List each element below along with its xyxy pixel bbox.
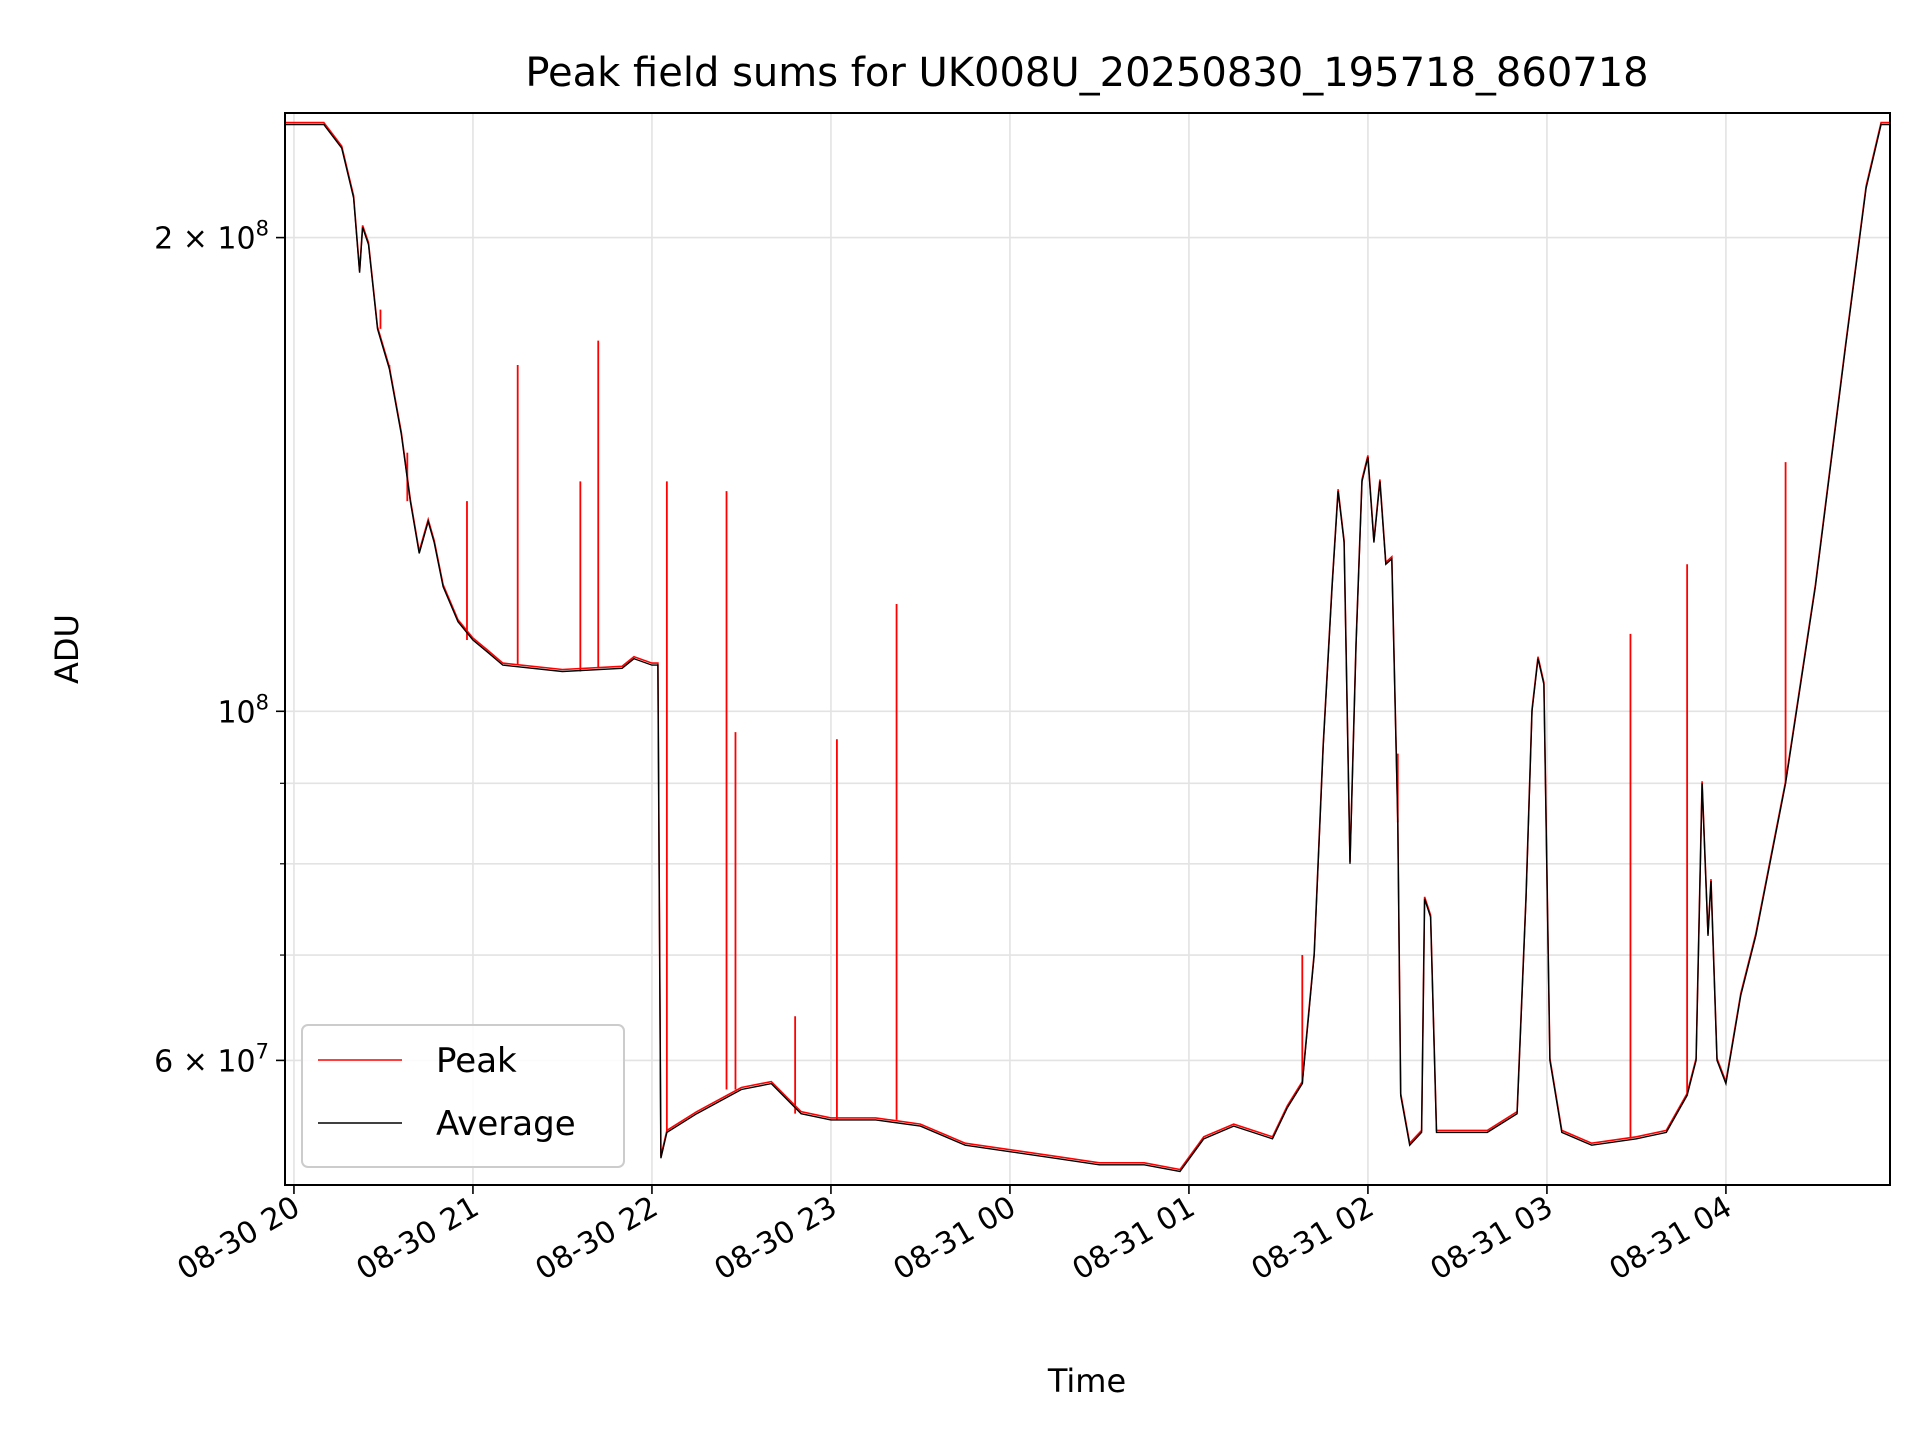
series-line-average bbox=[285, 123, 1890, 1173]
x-tick-label: 08-30 20 bbox=[172, 1190, 306, 1288]
y-tick-label: 2 × 108 bbox=[154, 217, 269, 257]
y-tick-label: 108 bbox=[217, 690, 269, 730]
x-tick-label: 08-31 02 bbox=[1246, 1190, 1380, 1288]
x-tick-label: 08-30 23 bbox=[709, 1190, 843, 1288]
x-tick-label: 08-30 21 bbox=[351, 1190, 485, 1288]
chart-title: Peak field sums for UK008U_20250830_1957… bbox=[525, 50, 1648, 96]
x-tick-label: 08-31 01 bbox=[1067, 1190, 1201, 1288]
legend-label-average: Average bbox=[436, 1104, 576, 1144]
legend: Peak Average bbox=[301, 1024, 625, 1168]
series-line-peak bbox=[285, 121, 1890, 1171]
plot-frame bbox=[284, 112, 1891, 1186]
y-axis-ticks: 6 × 107 108 2 × 108 bbox=[154, 217, 285, 1079]
grid bbox=[285, 113, 1890, 1185]
x-tick-label: 08-30 22 bbox=[530, 1190, 664, 1288]
x-tick-label: 08-31 00 bbox=[888, 1190, 1022, 1288]
x-tick-label: 08-31 03 bbox=[1425, 1190, 1559, 1288]
peak-spike-marks bbox=[379, 309, 1787, 1139]
legend-label-peak: Peak bbox=[436, 1041, 517, 1081]
y-axis-label: ADU bbox=[48, 614, 86, 684]
y-tick-label: 6 × 107 bbox=[154, 1039, 269, 1079]
x-axis-ticks: 08-30 20 08-30 21 08-30 22 08-30 23 08-31 00… bbox=[172, 1185, 1738, 1287]
x-tick-label: 08-31 04 bbox=[1604, 1190, 1738, 1288]
x-axis-label: Time bbox=[1047, 1362, 1126, 1400]
